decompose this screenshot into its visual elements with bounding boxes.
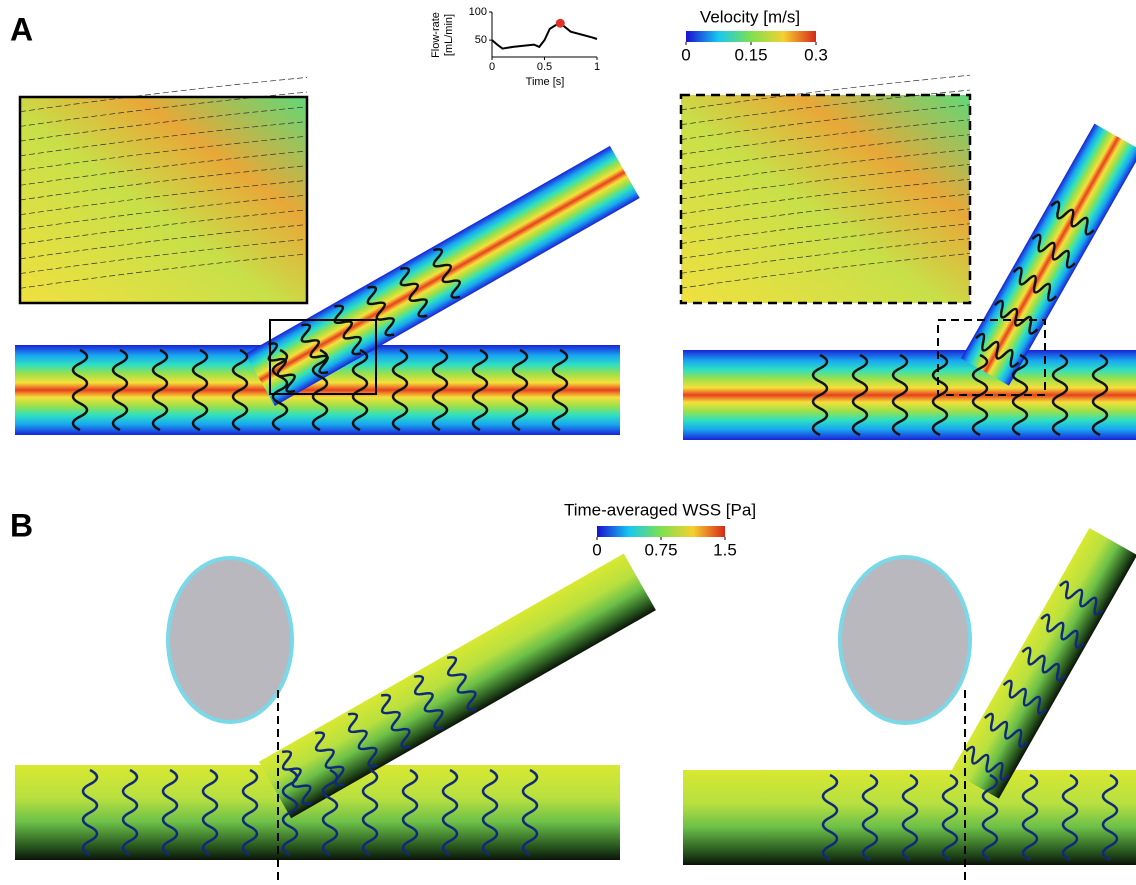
- vessel: [15, 554, 656, 860]
- side-branch-body: [961, 124, 1136, 386]
- colorbar-tick-label: 0: [681, 45, 690, 64]
- side-branch: [951, 528, 1136, 799]
- inset-field: [20, 97, 307, 303]
- inset-field: [681, 95, 970, 303]
- flow-rate-chart: Time [s] Flow-rate [mL/min] 0 0.5 1 50 100: [430, 6, 600, 88]
- colorbar-tick-label: 0: [592, 540, 601, 559]
- colorbar-tick-label: 0.15: [734, 45, 767, 64]
- simulation-renderings: [15, 75, 1136, 885]
- x-tick-label: 1: [594, 61, 600, 73]
- panel-label: B: [10, 507, 33, 543]
- y-tick-label: 50: [475, 34, 487, 46]
- colorbar: [597, 526, 725, 537]
- y-tick-label: 100: [469, 6, 487, 18]
- y-axis-label: [mL/min]: [443, 14, 455, 56]
- x-tick-label: 0.5: [537, 61, 552, 73]
- x-tick-label: 0: [489, 61, 495, 73]
- figure: A B Velocity [m/s] Time-averaged WSS [Pa…: [0, 0, 1136, 885]
- main-branch: [683, 350, 1136, 440]
- x-axis-label: Time [s]: [526, 76, 565, 88]
- page: A B Velocity [m/s] Time-averaged WSS [Pa…: [0, 0, 1136, 885]
- zoom-inset: [20, 77, 307, 303]
- colorbar-title: Time-averaged WSS [Pa]: [564, 500, 756, 519]
- time-marker: [556, 19, 565, 28]
- y-axis-label: Flow-rate: [430, 12, 442, 58]
- panel-label: A: [10, 11, 33, 47]
- colorbar-tick-label: 0.3: [804, 45, 828, 64]
- zoom-inset: [681, 75, 970, 303]
- colorbar-title: Velocity [m/s]: [700, 7, 800, 26]
- side-branch: [961, 124, 1136, 386]
- cross-section: [168, 558, 292, 722]
- cross-section: [840, 557, 970, 723]
- flow-rate-line: [492, 23, 597, 48]
- colorbar: [686, 31, 816, 42]
- colorbar-tick-label: 1.5: [713, 540, 737, 559]
- colorbar-tick-label: 0.75: [644, 540, 677, 559]
